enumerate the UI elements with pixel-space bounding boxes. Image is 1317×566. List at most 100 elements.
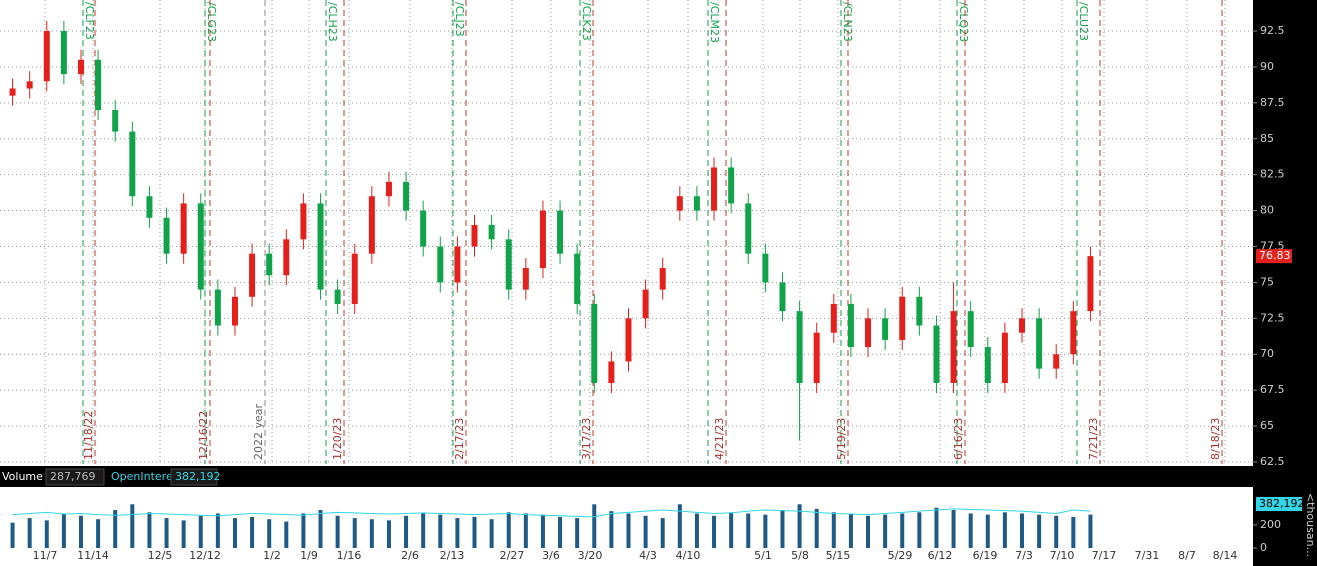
volume-bar	[113, 510, 118, 548]
volume-bar	[780, 510, 785, 548]
candle-body	[830, 303, 837, 333]
x-tick-label: 6/19	[973, 549, 998, 562]
volume-bar	[267, 519, 272, 548]
volume-axis-label: <thousan...	[1304, 493, 1317, 557]
volume-bar	[352, 518, 357, 548]
oi-badge-label: 382,192	[1259, 497, 1305, 510]
candle-body	[385, 181, 392, 197]
volume-bar	[866, 515, 871, 548]
volume-bar	[455, 518, 460, 548]
candle-body	[984, 347, 991, 383]
volume-bar	[198, 515, 203, 548]
candle-body	[950, 311, 957, 383]
x-tick-label: 2/6	[401, 549, 419, 562]
candle-body	[728, 167, 735, 204]
candle-body	[471, 224, 478, 247]
candle-body	[591, 303, 598, 383]
candle-body	[43, 31, 50, 82]
candle-body	[522, 268, 529, 290]
volume-bar	[250, 516, 255, 548]
y-tick-label: 85	[1260, 132, 1274, 145]
volume-bar	[883, 514, 888, 548]
candle-body	[1087, 256, 1094, 312]
candle-body	[1001, 332, 1008, 383]
volume-bar	[284, 521, 289, 548]
x-tick-label: 7/31	[1135, 549, 1160, 562]
candle-body	[539, 210, 546, 269]
candle-body	[9, 88, 16, 96]
volume-bar	[712, 515, 717, 548]
candle-body	[214, 289, 221, 326]
candle-body	[180, 203, 187, 254]
candle-body	[317, 203, 324, 290]
candle-body	[693, 196, 700, 211]
candle-body	[1019, 318, 1026, 333]
candle-body	[368, 196, 375, 254]
candle-body	[266, 253, 273, 276]
volume-bar	[369, 519, 374, 548]
volume-tick-label: 200	[1260, 518, 1281, 531]
candle-body	[642, 289, 649, 319]
volume-bar	[78, 515, 83, 548]
candle-body	[882, 318, 889, 340]
candle-body	[745, 203, 752, 254]
contract-label: /CLU23	[1077, 2, 1090, 41]
oi-label: OpenInterest	[111, 470, 183, 483]
y-tick-label: 72.5	[1260, 311, 1285, 324]
expiration-label: 3/17/23	[580, 418, 593, 460]
x-tick-label: 11/7	[33, 549, 58, 562]
volume-bar	[232, 518, 237, 548]
contract-label: /CLH23	[326, 2, 339, 42]
candle-body	[813, 332, 820, 383]
volume-bar	[677, 504, 682, 548]
volume-bar	[729, 512, 734, 548]
x-tick-label: 1/2	[263, 549, 281, 562]
volume-bar	[797, 504, 802, 548]
y-tick-label: 70	[1260, 347, 1274, 360]
x-tick-label: 1/9	[300, 549, 318, 562]
candle-body	[933, 325, 940, 383]
volume-bar	[592, 504, 597, 548]
y-tick-label: 90	[1260, 60, 1274, 73]
candle-body	[865, 318, 872, 348]
volume-bar	[934, 507, 939, 548]
y-tick-label: 67.5	[1260, 383, 1285, 396]
volume-header	[0, 466, 1253, 487]
x-tick-label: 12/5	[148, 549, 173, 562]
volume-bar	[489, 519, 494, 548]
volume-bar	[335, 515, 340, 548]
candle-body	[625, 318, 632, 362]
volume-bar	[609, 511, 614, 548]
x-tick-label: 8/7	[1178, 549, 1196, 562]
candle-body	[95, 59, 102, 111]
volume-bar	[831, 512, 836, 548]
candle-body	[505, 239, 512, 290]
x-tick-label: 7/17	[1092, 549, 1117, 562]
y-tick-label: 80	[1260, 204, 1274, 217]
candle-body	[197, 203, 204, 290]
contract-label: /CLQ23	[957, 2, 970, 42]
x-tick-label: 8/14	[1213, 549, 1238, 562]
volume-bar	[27, 518, 32, 548]
y-tick-label: 62.5	[1260, 455, 1285, 468]
candle-body	[60, 31, 67, 75]
volume-bar	[523, 513, 528, 548]
x-tick-label: 2/13	[440, 549, 465, 562]
volume-bar	[10, 522, 15, 548]
candle-body	[779, 282, 786, 312]
expiration-label: 4/21/23	[713, 418, 726, 460]
volume-bar	[968, 513, 973, 548]
oi-badge	[1256, 497, 1302, 511]
volume-bar	[848, 513, 853, 548]
volume-bar	[421, 513, 426, 548]
candle-body	[163, 217, 170, 254]
volume-bar	[763, 514, 768, 548]
volume-bar	[694, 513, 699, 548]
volume-bar	[1088, 514, 1093, 548]
candle-body	[916, 296, 923, 326]
candle-body	[146, 196, 153, 218]
volume-bar	[558, 516, 563, 548]
candle-body	[899, 296, 906, 340]
candle-body	[557, 210, 564, 254]
candle-body	[1036, 318, 1043, 369]
